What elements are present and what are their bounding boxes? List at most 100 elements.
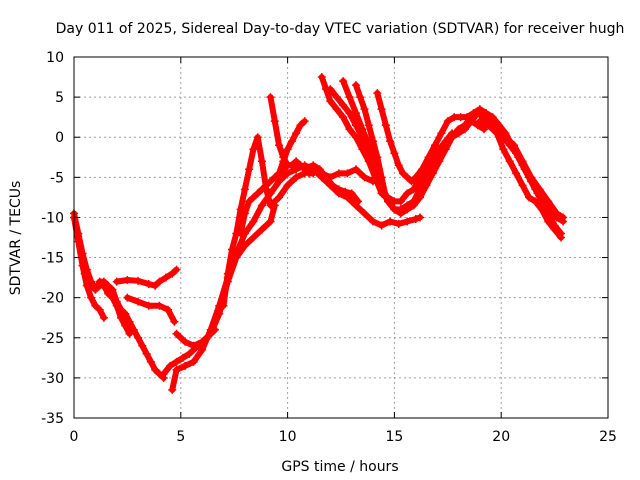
data-point xyxy=(358,125,367,134)
data-point xyxy=(544,209,553,218)
data-point xyxy=(369,217,378,226)
data-point xyxy=(354,197,363,206)
data-point xyxy=(228,245,237,254)
data-point xyxy=(411,215,420,224)
series-arc-17 xyxy=(351,81,390,202)
data-point xyxy=(91,301,100,310)
data-point xyxy=(78,249,87,258)
data-point xyxy=(161,273,170,282)
data-point xyxy=(296,121,305,130)
data-point xyxy=(144,301,153,310)
data-point xyxy=(557,229,566,238)
data-point xyxy=(437,129,446,138)
data-point xyxy=(341,187,350,196)
data-point xyxy=(373,153,382,162)
data-point xyxy=(296,161,305,170)
data-point xyxy=(403,217,412,226)
data-point xyxy=(151,281,160,290)
data-point xyxy=(518,181,527,190)
data-point xyxy=(339,113,348,122)
data-point xyxy=(121,321,130,330)
data-point xyxy=(396,209,405,218)
data-point xyxy=(360,173,369,182)
data-point xyxy=(172,365,181,374)
x-tick-label: 5 xyxy=(176,429,185,445)
data-point xyxy=(356,93,365,102)
data-point xyxy=(302,163,311,172)
data-point xyxy=(198,337,207,346)
data-point xyxy=(424,153,433,162)
data-point xyxy=(134,297,143,306)
data-point xyxy=(460,121,469,130)
data-point xyxy=(416,213,425,222)
data-point xyxy=(422,181,431,190)
data-point xyxy=(249,233,258,242)
data-point xyxy=(249,193,258,202)
data-point xyxy=(112,277,121,286)
data-point xyxy=(403,205,412,214)
data-point xyxy=(292,173,301,182)
data-point xyxy=(505,157,514,166)
data-point xyxy=(518,157,527,166)
data-point xyxy=(159,369,168,378)
data-point xyxy=(172,329,181,338)
data-point xyxy=(315,165,324,174)
data-point xyxy=(394,161,403,170)
data-point xyxy=(535,185,544,194)
data-point xyxy=(492,129,501,138)
data-point xyxy=(279,157,288,166)
series-arc-12 xyxy=(266,93,363,206)
data-point xyxy=(262,181,271,190)
data-point xyxy=(499,145,508,154)
data-point xyxy=(172,265,181,274)
x-tick-label: 10 xyxy=(279,429,297,445)
data-point xyxy=(512,169,521,178)
data-point xyxy=(435,157,444,166)
y-tick-label: -25 xyxy=(41,331,64,347)
series-arc-6 xyxy=(123,293,179,326)
data-point xyxy=(345,93,354,102)
data-point xyxy=(275,193,284,202)
y-tick-label: -35 xyxy=(41,411,64,427)
data-point xyxy=(473,109,482,118)
data-point xyxy=(257,157,266,166)
data-point xyxy=(351,165,360,174)
axis-ticks: 0 5 10 15 20 25 -35 -30 -25 -20 -15 -10 -5 0 5 10 xyxy=(41,50,617,445)
data-point xyxy=(219,301,228,310)
data-point xyxy=(270,117,279,126)
data-point xyxy=(332,93,341,102)
data-point xyxy=(396,197,405,206)
data-point xyxy=(116,305,125,314)
data-point xyxy=(394,219,403,228)
data-point xyxy=(125,329,134,338)
y-tick-label: -30 xyxy=(41,371,64,387)
x-tick-label: 20 xyxy=(492,429,510,445)
data-point xyxy=(386,137,395,146)
data-point xyxy=(448,133,457,142)
series-trace xyxy=(169,162,424,393)
data-point xyxy=(467,113,476,122)
data-point xyxy=(527,173,536,182)
data-point xyxy=(189,357,198,366)
data-point xyxy=(144,280,153,289)
data-point xyxy=(411,173,420,182)
data-point xyxy=(245,165,254,174)
data-point xyxy=(283,145,292,154)
data-point xyxy=(206,329,215,338)
data-point xyxy=(104,281,113,290)
data-point xyxy=(257,185,266,194)
data-point xyxy=(266,177,275,186)
data-point xyxy=(112,297,121,306)
data-point xyxy=(428,169,437,178)
x-axis-label: GPS time / hours xyxy=(281,459,398,475)
data-point xyxy=(215,309,224,318)
data-point xyxy=(257,201,266,210)
data-point xyxy=(125,317,134,326)
data-point xyxy=(550,221,559,230)
data-point xyxy=(381,193,390,202)
data-point xyxy=(480,113,489,122)
data-point xyxy=(87,281,96,290)
data-point xyxy=(309,169,318,178)
data-point xyxy=(377,105,386,114)
